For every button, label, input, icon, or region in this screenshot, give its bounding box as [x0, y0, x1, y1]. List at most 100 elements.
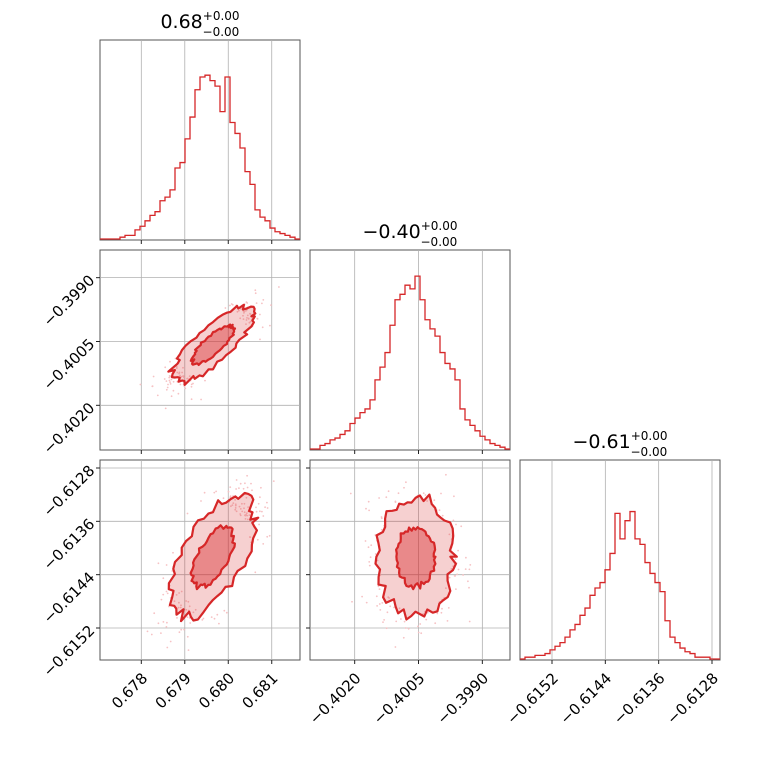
y-tick-label: −0.3990: [40, 271, 99, 330]
sample-point: [468, 568, 471, 571]
y-tick-label: −0.6152: [40, 622, 99, 681]
sample-point: [388, 597, 390, 599]
sample-point: [349, 492, 352, 495]
sample-point: [467, 580, 469, 583]
sample-point: [200, 500, 202, 502]
sample-point: [170, 378, 173, 381]
sample-point: [422, 492, 425, 495]
sample-point: [382, 621, 384, 623]
sample-point: [188, 375, 191, 378]
contour-fill: [168, 493, 259, 622]
sample-point: [387, 490, 390, 493]
sample-point: [394, 646, 397, 648]
sample-point: [248, 321, 251, 324]
sample-point: [380, 528, 383, 531]
scatter-panel-2-0: [96, 459, 301, 664]
sample-point: [224, 307, 227, 309]
contour-line: [167, 303, 257, 386]
sample-point: [365, 601, 368, 604]
y-tick-label: −0.6144: [40, 568, 99, 627]
sample-point: [434, 622, 437, 625]
sample-point: [239, 508, 242, 510]
sample-point: [166, 621, 168, 624]
sample-point: [243, 507, 245, 510]
sample-point: [262, 543, 265, 545]
sample-point: [204, 379, 206, 382]
sample-point: [246, 486, 249, 489]
sample-point: [269, 324, 271, 327]
sample-point: [164, 407, 167, 410]
sample-point: [378, 603, 381, 605]
title-value: −0.40: [362, 221, 420, 243]
sample-point: [457, 549, 459, 552]
sample-point: [189, 622, 192, 624]
sample-point: [424, 494, 427, 496]
sample-point: [150, 633, 153, 636]
sample-point: [244, 518, 247, 520]
sample-point: [216, 613, 219, 616]
sample-point: [251, 489, 253, 492]
sample-point: [162, 577, 165, 580]
x-tick-label: 0.679: [152, 669, 195, 712]
sample-point: [378, 588, 381, 590]
x-tick-label: −0.6128: [663, 669, 722, 728]
sample-point: [450, 568, 453, 570]
y-tick-label: −0.6136: [40, 515, 99, 574]
sample-point: [420, 632, 423, 635]
title-lower-err: −0.00: [203, 25, 240, 39]
sample-point: [201, 619, 204, 621]
sample-point: [266, 507, 269, 509]
sample-point: [172, 380, 175, 383]
sample-point: [266, 501, 268, 504]
sample-point: [260, 486, 262, 489]
sample-point: [261, 326, 264, 329]
sample-point: [245, 496, 248, 499]
sample-point: [257, 502, 260, 505]
sample-point: [190, 383, 193, 386]
sample-point: [160, 632, 162, 634]
sample-point: [249, 313, 252, 315]
sample-point: [203, 491, 206, 494]
sample-point: [160, 598, 163, 601]
title-upper-err: +0.00: [631, 429, 668, 443]
sample-point: [259, 338, 261, 341]
sample-point: [234, 507, 237, 509]
sample-point: [241, 510, 244, 513]
sample-point: [247, 317, 250, 320]
sample-point: [447, 607, 450, 609]
sample-point: [270, 304, 272, 306]
sample-point: [175, 367, 178, 369]
title-lower-err: −0.00: [421, 235, 458, 249]
sample-point: [433, 499, 436, 502]
sample-point: [383, 619, 385, 621]
contour-line: [189, 323, 237, 366]
axes-frame: [519, 459, 721, 661]
sample-point: [186, 512, 189, 515]
sample-point: [403, 486, 405, 489]
sample-point: [454, 575, 457, 577]
sample-point: [232, 502, 235, 504]
sample-point: [268, 534, 271, 537]
sample-point: [183, 376, 185, 379]
sample-point: [238, 505, 241, 508]
sample-point: [440, 492, 442, 495]
sample-point: [254, 289, 257, 292]
contour-fill: [375, 494, 457, 620]
sample-point: [178, 631, 181, 634]
sample-point: [210, 616, 213, 618]
sample-point: [407, 627, 410, 630]
sample-point: [460, 525, 463, 528]
sample-point: [452, 519, 455, 522]
panel-title: −0.61+0.00 −0.00: [572, 429, 667, 459]
sample-point: [166, 592, 169, 595]
sample-point: [247, 506, 250, 508]
sample-point: [177, 606, 180, 609]
sample-point: [173, 600, 176, 603]
x-tick-label: 0.678: [108, 669, 151, 712]
contour-line: [189, 524, 236, 591]
sample-point: [462, 574, 464, 576]
sample-point: [255, 510, 258, 513]
x-tick-label: −0.6152: [503, 669, 562, 728]
x-tick-label: −0.4020: [306, 669, 365, 728]
